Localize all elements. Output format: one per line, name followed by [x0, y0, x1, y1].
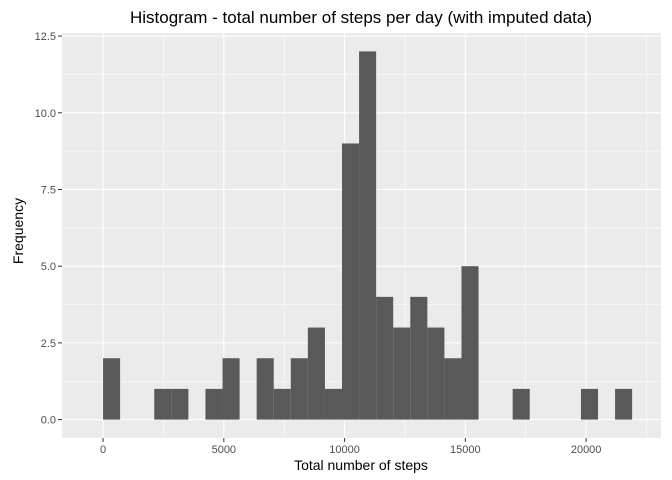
histogram-bar — [444, 358, 462, 420]
histogram-bar — [171, 388, 189, 420]
x-tick-label: 10000 — [329, 444, 360, 456]
histogram-bar — [410, 296, 428, 420]
y-tick-label: 2.5 — [41, 338, 56, 350]
histogram-bar — [154, 388, 172, 420]
histogram-bar — [290, 358, 308, 420]
histogram-bar — [205, 388, 223, 420]
y-tick-label: 7.5 — [41, 184, 56, 196]
x-axis-title: Total number of steps — [294, 457, 428, 473]
histogram-bar — [103, 358, 121, 420]
x-tick-label: 20000 — [571, 444, 602, 456]
chart-title: Histogram - total number of steps per da… — [130, 8, 592, 27]
y-axis: 0.0 2.5 5.0 7.5 10.0 12.5 — [35, 31, 62, 427]
x-tick-label: 15000 — [450, 444, 481, 456]
histogram-bar — [615, 388, 633, 420]
histogram-bar — [324, 388, 342, 420]
histogram-bar — [461, 266, 479, 420]
histogram-bar — [222, 358, 240, 420]
histogram-bar — [376, 296, 394, 420]
y-tick-label: 0.0 — [41, 415, 56, 427]
histogram-bar — [342, 143, 360, 420]
y-axis-title: Frequency — [10, 198, 26, 264]
histogram-bar — [427, 327, 445, 420]
x-axis: 0 5000 10000 15000 20000 — [100, 438, 601, 456]
histogram-bar — [273, 388, 291, 420]
y-tick-label: 12.5 — [35, 31, 56, 43]
histogram-bar — [580, 388, 599, 420]
histogram-bar — [307, 327, 325, 420]
x-tick-label: 0 — [100, 444, 106, 456]
y-tick-label: 10.0 — [35, 108, 56, 120]
histogram-bar — [393, 327, 411, 420]
x-tick-label: 5000 — [212, 444, 236, 456]
histogram-bars — [103, 51, 633, 420]
y-tick-label: 5.0 — [41, 261, 56, 273]
histogram-bar — [256, 358, 274, 420]
histogram-bar — [512, 388, 530, 420]
histogram-bar — [359, 51, 377, 420]
